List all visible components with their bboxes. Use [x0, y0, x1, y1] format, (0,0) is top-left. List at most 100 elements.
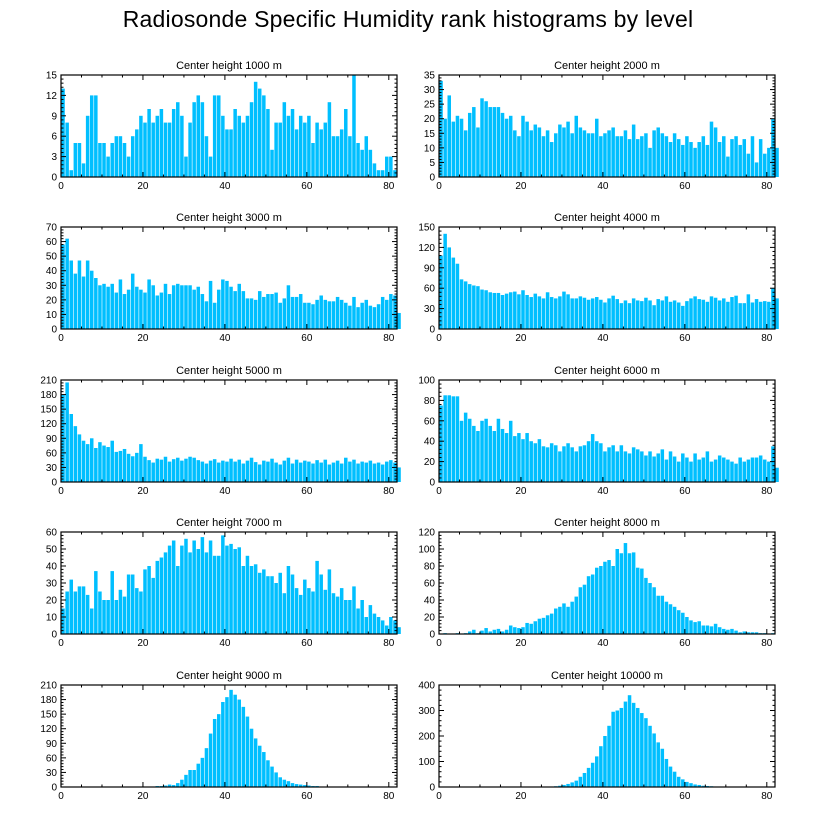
histogram-bar [570, 133, 574, 177]
histogram-bar [298, 294, 303, 329]
y-tick-label: 5 [429, 158, 435, 169]
histogram-bar [217, 555, 221, 634]
histogram-bar [681, 305, 685, 329]
histogram-bar [627, 553, 632, 634]
histogram-bar [681, 453, 685, 482]
histogram-bar [110, 143, 114, 177]
histogram-bar [582, 130, 587, 177]
histogram-bar [640, 451, 644, 482]
histogram-bar [319, 462, 323, 482]
histogram-bar [660, 133, 665, 177]
histogram-bar [656, 299, 660, 329]
histogram-bar [554, 608, 558, 634]
histogram-bar [672, 133, 677, 177]
histogram-bar [147, 566, 151, 634]
histogram-bar [85, 115, 90, 177]
histogram-bar [697, 621, 701, 634]
x-tick-label: 0 [436, 333, 442, 344]
y-tick-label: 0 [429, 325, 435, 336]
histogram-bar [627, 695, 632, 787]
histogram-bar [750, 457, 755, 482]
histogram-bar [623, 451, 628, 482]
histogram-bar [380, 170, 385, 177]
y-tick-label: 30 [424, 85, 436, 96]
x-tick-label: 80 [383, 486, 395, 497]
histogram-bar [229, 286, 233, 329]
histogram-bar [709, 296, 714, 329]
histogram-bar [763, 153, 767, 177]
histogram-bar [180, 545, 184, 634]
histogram-bar [266, 109, 270, 177]
histogram-bar [635, 449, 640, 482]
histogram-bar [356, 608, 360, 634]
histogram-bar [754, 632, 759, 634]
histogram-bar [81, 276, 86, 329]
histogram-bar [689, 783, 693, 787]
histogram-bar [492, 292, 497, 329]
histogram-bar [155, 560, 160, 634]
histogram-bar [180, 115, 184, 177]
histogram-bar [126, 156, 131, 177]
histogram-bar [758, 455, 763, 482]
histogram-panel-4: Center height 4000 m 0 20 40 60 80 0 30 60 90 120 1… [418, 212, 779, 344]
histogram-bar [307, 302, 311, 329]
y-tick-label: 210 [40, 681, 57, 692]
histogram-bar [159, 557, 164, 634]
histogram-bar [282, 298, 287, 329]
histogram-bar [217, 95, 221, 177]
histogram-bar [738, 632, 742, 634]
histogram-bar [545, 130, 550, 177]
histogram-bar [607, 298, 611, 329]
histogram-bar [249, 298, 254, 329]
y-tick-label: 10 [46, 310, 58, 321]
histogram-bar [348, 600, 352, 634]
histogram-bar [122, 448, 127, 482]
histogram-bar [689, 298, 693, 329]
histogram-bar [278, 122, 282, 177]
histogram-bar [331, 462, 336, 482]
histogram-bar [533, 621, 538, 634]
histogram-bar [685, 617, 689, 634]
histogram-bar [282, 779, 287, 787]
histogram-bar [549, 613, 554, 634]
histogram-bar [311, 143, 315, 177]
histogram-bar [204, 463, 209, 482]
y-tick-label: 40 [424, 596, 436, 607]
histogram-bar [225, 280, 229, 329]
x-tick-label: 0 [58, 638, 64, 649]
y-tick-label: 25 [424, 100, 436, 111]
histogram-bar [303, 460, 307, 482]
histogram-bar [356, 143, 360, 177]
histogram-bar [253, 462, 258, 482]
histogram-bar [130, 273, 135, 329]
histogram-bar [562, 127, 566, 177]
histogram-bar [278, 572, 282, 634]
histogram-bar [208, 156, 213, 177]
y-tick-label: 15 [424, 129, 436, 140]
histogram-bar [611, 127, 615, 177]
histogram-bar [307, 785, 311, 787]
histogram-bar [380, 464, 385, 482]
histogram-bar [139, 444, 143, 482]
histogram-bar [672, 771, 677, 787]
histogram-bar [697, 142, 701, 177]
histogram-bar [722, 457, 726, 482]
histogram-bar [549, 443, 554, 482]
y-tick-label: 0 [51, 325, 57, 336]
histogram-bar [738, 303, 742, 329]
histogram-bar [488, 425, 492, 482]
histogram-bar [98, 285, 102, 329]
histogram-bar [730, 461, 734, 482]
histogram-bar [504, 629, 509, 634]
x-tick-label: 60 [301, 638, 313, 649]
histogram-bar [689, 142, 693, 177]
histogram-bar [689, 620, 693, 634]
histogram-panel-5: Center height 5000 m 0 20 40 60 80 0 30 60 90 120 1… [40, 365, 401, 497]
histogram-bar [664, 136, 669, 177]
histogram-bar [102, 143, 106, 177]
histogram-bar [171, 540, 176, 634]
histogram-bar [237, 283, 241, 329]
y-tick-label: 12 [46, 91, 58, 102]
histogram-bar [517, 294, 521, 329]
histogram-bar [676, 776, 681, 787]
